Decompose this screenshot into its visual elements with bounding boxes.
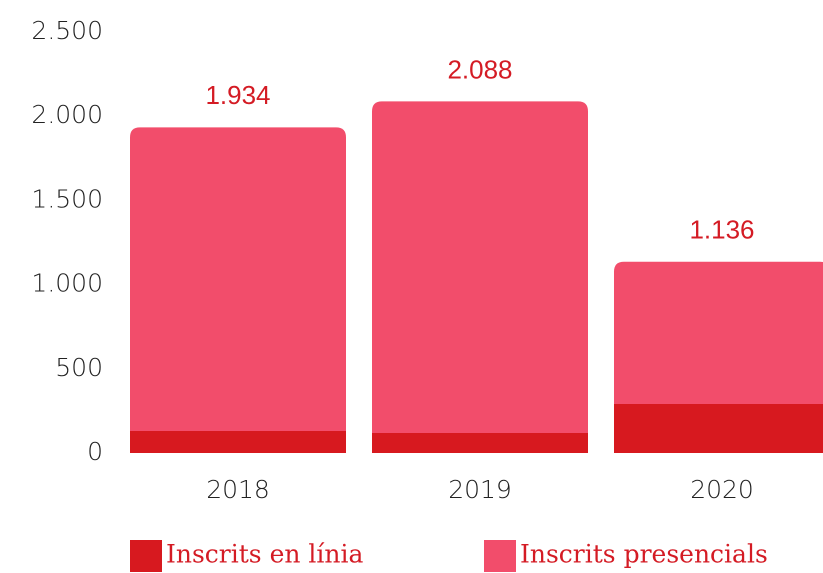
total-label: 1.136 bbox=[689, 215, 754, 245]
y-tick-label: 2.000 bbox=[31, 100, 103, 129]
legend-swatch bbox=[484, 540, 516, 572]
bar-segment bbox=[614, 403, 823, 453]
x-tick-label: 2019 bbox=[448, 475, 512, 504]
bar-segment bbox=[614, 261, 823, 404]
legend-swatch bbox=[130, 540, 162, 572]
bar-segment bbox=[372, 101, 588, 433]
bar-segment bbox=[130, 430, 346, 453]
bar-segment bbox=[372, 432, 588, 453]
x-tick-label: 2020 bbox=[690, 475, 754, 504]
total-label: 2.088 bbox=[447, 54, 512, 84]
y-tick-label: 0 bbox=[87, 437, 103, 466]
y-tick-label: 500 bbox=[55, 353, 103, 382]
y-tick-label: 1.000 bbox=[31, 269, 103, 298]
legend-label: Inscrits en línia bbox=[166, 540, 364, 569]
total-label: 1.934 bbox=[205, 80, 270, 110]
legend-label: Inscrits presencials bbox=[520, 540, 768, 569]
x-tick-label: 2018 bbox=[206, 475, 270, 504]
bar-segment bbox=[130, 127, 346, 431]
y-tick-label: 1.500 bbox=[31, 184, 103, 213]
y-tick-label: 2.500 bbox=[31, 16, 103, 45]
